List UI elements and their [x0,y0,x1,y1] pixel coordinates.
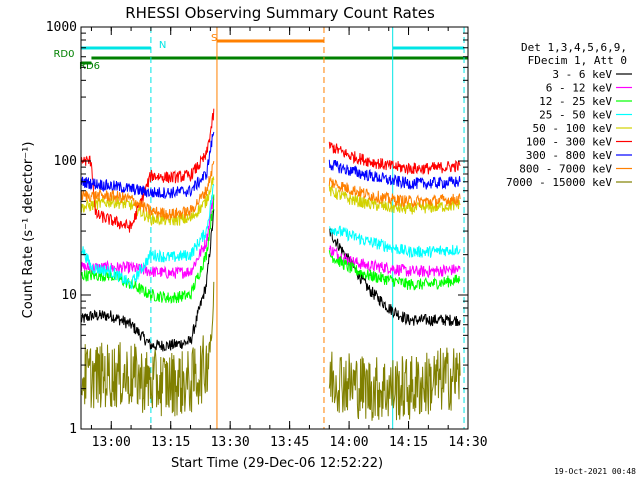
flag-label-n: N [159,40,166,51]
x-tick-label: 13:30 [211,435,250,450]
series-line-7-post [328,176,461,209]
series-line-7-pre [81,161,215,221]
flag-label-s: S [211,33,217,44]
y-tick-label: 1000 [46,20,77,35]
series-line-2-pre [81,194,215,304]
x-tick-label: 14:00 [330,435,369,450]
x-tick-label: 14:15 [389,435,428,450]
legend-label: 12 - 25 keV [539,95,612,108]
legend-label: 6 - 12 keV [546,82,613,95]
legend: Det 1,3,4,5,6,9, FDecim 1, Att 0 3 - 6 k… [506,41,632,189]
y-axis-label: Count Rate (s⁻¹ detector⁻¹) [21,142,36,319]
legend-label: 300 - 800 keV [526,149,612,162]
series-line-4-post [328,185,461,215]
series-line-2-post [328,250,461,291]
x-tick-label: 13:45 [270,435,309,450]
series-line-8-post [328,347,461,421]
x-axis: 13:00 13:15 13:30 13:45 14:00 14:15 14:30 [90,27,488,450]
series-line-6-pre [81,131,215,199]
series-line-3-pre [81,184,215,290]
flag-label-rd6: RD6 [79,61,100,72]
legend-header-line-1: Det 1,3,4,5,6,9, [521,41,627,54]
y-tick-label: 100 [54,154,77,169]
series-line-4-pre [81,176,215,227]
series-line-1-pre [81,196,215,279]
legend-label: 50 - 100 keV [533,122,613,135]
legend-header-line-2: FDecim 1, Att 0 [528,54,627,67]
y-tick-label: 1 [69,422,77,437]
series-line-6-post [328,159,461,190]
plot-frame [80,26,469,430]
x-tick-label: 13:00 [92,435,131,450]
y-tick-label: 10 [61,288,77,303]
legend-label: 25 - 50 keV [539,109,612,122]
series-layer [81,108,461,421]
legend-label: 7000 - 15000 keV [506,176,612,189]
series-line-1-post [328,245,461,279]
series-line-3-post [329,225,461,258]
generation-timestamp: 19-Oct-2021 00:48 [554,467,636,476]
chart-title: RHESSI Observing Summary Count Rates [125,4,435,22]
series-line-5-post [328,141,461,176]
legend-label: 100 - 300 keV [526,136,612,149]
legend-label: 3 - 6 keV [552,68,612,81]
flag-label-rd0: RD0 [53,49,74,60]
series-line-5-pre [81,108,215,233]
x-tick-label: 13:15 [151,435,190,450]
x-axis-label: Start Time (29-Dec-06 12:52:22) [171,456,383,471]
flags-layer: RD6 RD0 N S [53,33,468,72]
series-line-8-pre [81,281,215,417]
x-tick-label: 14:30 [448,435,487,450]
series-line-0-pre [81,209,215,352]
y-axis: 1 10 100 1000 [46,20,468,437]
legend-label: 800 - 7000 keV [519,163,612,176]
